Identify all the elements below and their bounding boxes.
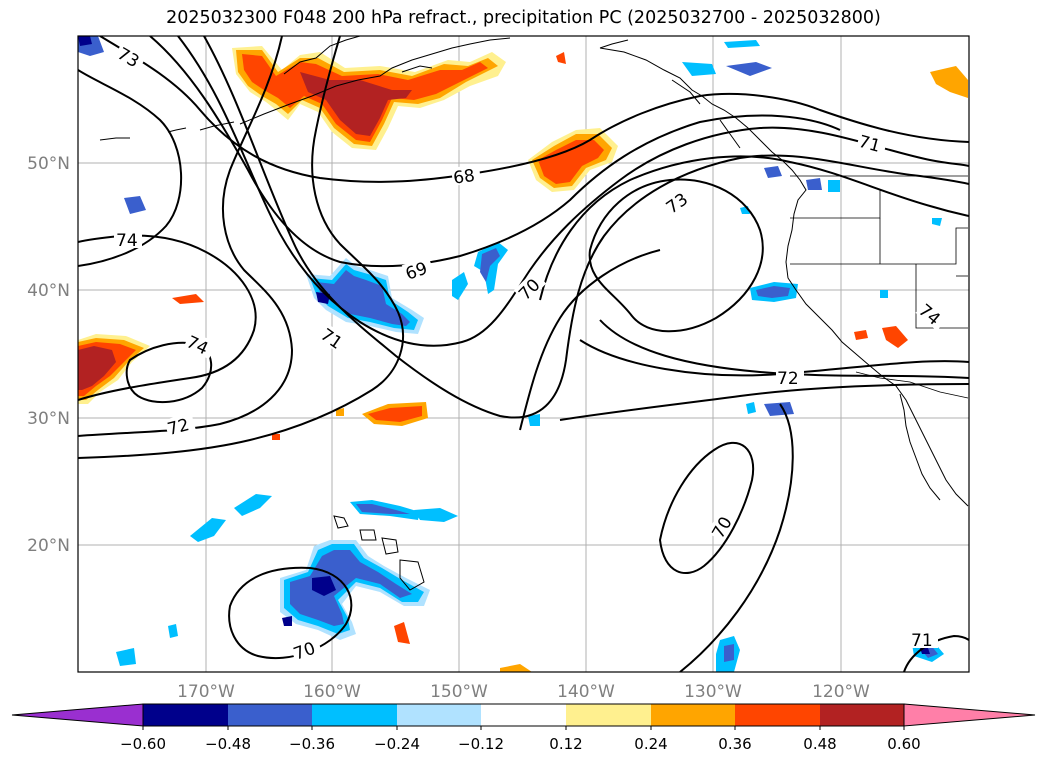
- colorbar: −0.60 −0.48 −0.36 −0.24 −0.12 0.12 0.24 …: [11, 703, 1036, 753]
- colorbar-segment: [397, 704, 481, 726]
- colorbar-tick-label: −0.36: [289, 735, 335, 753]
- contour-71-e: [903, 634, 969, 672]
- lon-label: 140°W: [557, 682, 615, 702]
- coastlines: [99, 36, 969, 507]
- contour-70-e: [228, 566, 353, 660]
- contour-lines: [78, 36, 969, 672]
- colorbar-extend-right: [903, 703, 1036, 727]
- contour-74-west: [125, 341, 212, 404]
- contour-70-b: [78, 36, 404, 459]
- contour-72-east: [539, 155, 969, 301]
- contour-73-east: [588, 178, 764, 333]
- contour-70-a: [177, 36, 969, 347]
- contour-label: 68: [452, 166, 476, 189]
- colorbar-tick-label: 0.24: [634, 735, 667, 753]
- colorbar-tick-label: 0.12: [549, 735, 582, 753]
- colorbar-tick-label: 0.60: [887, 735, 920, 753]
- colorbar-tick-label: −0.24: [374, 735, 420, 753]
- contour-label: 71: [911, 631, 933, 651]
- colorbar-tick-label: −0.48: [205, 735, 251, 753]
- contour-70-c: [658, 441, 755, 575]
- contour-68: [99, 36, 969, 183]
- precip-patch-south: [394, 622, 410, 644]
- lat-label: 20°N: [27, 536, 70, 556]
- contour-71: [203, 36, 969, 419]
- map-title: 2025032300 F048 200 hPa refract., precip…: [166, 8, 881, 28]
- contour-72-c: [519, 249, 661, 431]
- contour-72-b: [78, 36, 294, 437]
- colorbar-segment: [735, 704, 820, 726]
- borders: [790, 175, 969, 399]
- precip-patch-small2: [124, 196, 146, 214]
- colorbar-frame: [142, 703, 905, 727]
- lat-label: 50°N: [27, 154, 70, 174]
- lon-labels: 170°W 160°W 150°W 140°W 130°W 120°W: [177, 682, 870, 702]
- colorbar-segment: [228, 704, 312, 726]
- precip-patch-east: [930, 66, 968, 98]
- colorbar-segment: [143, 704, 228, 726]
- hawaii-islands: [333, 515, 425, 591]
- coastline-alaska: [239, 37, 511, 125]
- colorbar-segment: [651, 704, 735, 726]
- map-background: [78, 36, 969, 672]
- lat-label: 30°N: [27, 409, 70, 429]
- precip-negative-areas: [78, 36, 944, 672]
- contour-label: 74: [116, 231, 138, 251]
- precip-positive-areas: [78, 46, 968, 672]
- lon-label: 150°W: [430, 682, 488, 702]
- contour-70-d: [679, 403, 794, 672]
- colorbar-extend-left: [11, 703, 144, 727]
- lon-label: 120°W: [812, 682, 870, 702]
- colorbar-segment: [312, 704, 397, 726]
- contour-69: [149, 36, 841, 268]
- precip-patch-coast: [882, 326, 908, 348]
- colorbar-tick-label: −0.12: [458, 735, 504, 753]
- precip-patch-small1: [172, 294, 204, 304]
- colorbar-segment: [820, 704, 904, 726]
- lon-label: 170°W: [177, 682, 235, 702]
- lon-label: 160°W: [303, 682, 361, 702]
- lat-labels: 50°N 40°N 30°N 20°N: [27, 154, 70, 556]
- colorbar-tick-label: 0.36: [718, 735, 751, 753]
- colorbar-ticks: [142, 726, 905, 730]
- contour-label: 72: [777, 369, 799, 389]
- coastline-north-america: [599, 47, 969, 507]
- map-frame: [77, 35, 970, 673]
- lat-label: 40°N: [27, 281, 70, 301]
- colorbar-tick-label: −0.60: [120, 735, 166, 753]
- colorbar-segment: [481, 704, 566, 726]
- contour-74-east: [599, 319, 969, 379]
- contour-72-d: [559, 383, 969, 421]
- contour-73-west: [78, 69, 183, 267]
- lon-label: 130°W: [684, 682, 742, 702]
- colorbar-segment: [566, 704, 651, 726]
- colorbar-tick-label: 0.48: [803, 735, 836, 753]
